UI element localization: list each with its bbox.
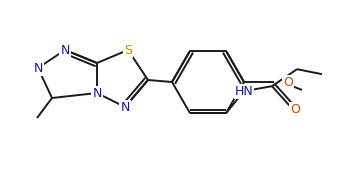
Text: N: N [33, 62, 43, 75]
Text: N: N [60, 44, 70, 57]
Text: O: O [290, 103, 300, 116]
Text: HN: HN [235, 85, 253, 98]
Text: N: N [92, 87, 102, 100]
Text: S: S [124, 44, 132, 57]
Text: N: N [120, 100, 130, 114]
Text: O: O [283, 75, 293, 89]
